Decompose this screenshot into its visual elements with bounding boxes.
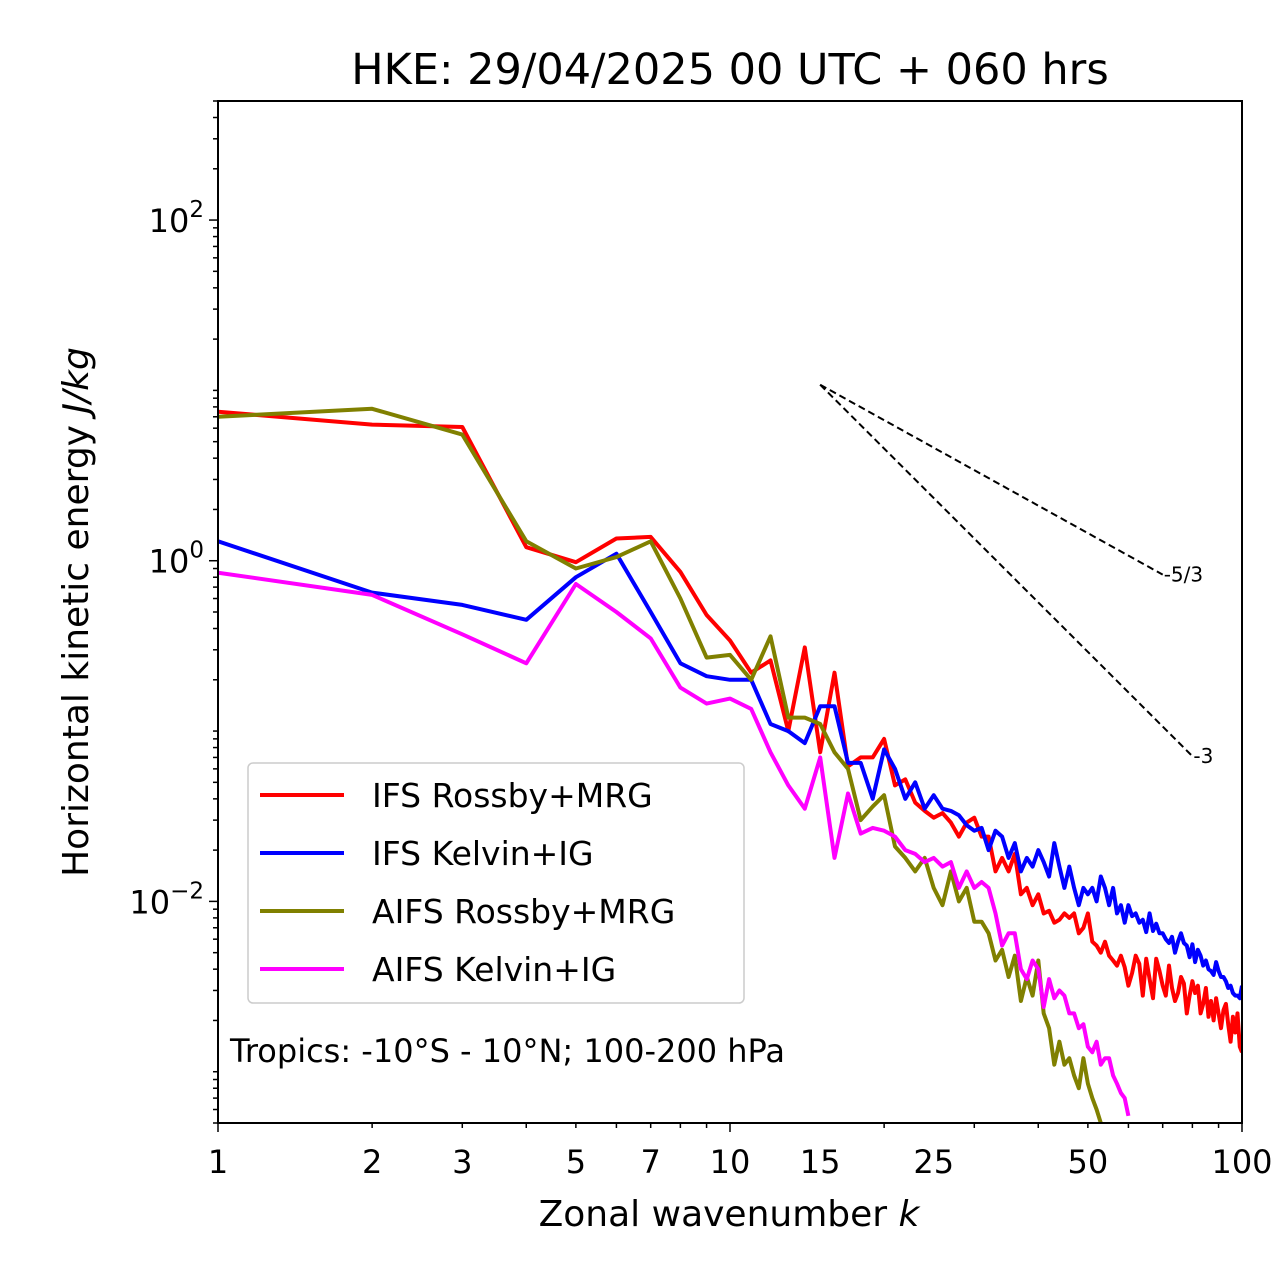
series-line-aifs-rossby-mrg: [218, 406, 1104, 1123]
y-tick-label: 100: [149, 538, 204, 581]
y-tick-label: 10−2: [129, 878, 204, 921]
x-axis: 1 2 3 5 7 10 15 25 50 100: [208, 1123, 1273, 1181]
x-tick-label: 5: [566, 1143, 586, 1181]
y-axis-label: Horizontal kinetic energy J/kg: [56, 347, 97, 877]
x-tick-label: 2: [362, 1143, 382, 1181]
legend-label: AIFS Kelvin+IG: [372, 950, 616, 989]
x-tick-label: 100: [1211, 1143, 1272, 1181]
series-line-ifs-kelvin-ig: [218, 539, 1242, 1001]
series-layer: [218, 406, 1242, 1123]
x-tick-label: 15: [800, 1143, 841, 1181]
reference-slopes: -5/3 -3: [819, 383, 1213, 768]
series-line-aifs-kelvin-ig: [218, 570, 1131, 1117]
reference-slope-line: [819, 383, 1164, 576]
reference-slope-label: -3: [1193, 744, 1213, 768]
legend-label: IFS Rossby+MRG: [372, 776, 653, 815]
x-tick-label: 3: [452, 1143, 472, 1181]
x-axis-label: Zonal wavenumber k: [539, 1194, 922, 1235]
x-tick-label: 10: [710, 1143, 751, 1181]
legend-label: AIFS Rossby+MRG: [372, 892, 675, 931]
y-axis: 102 100 10−2: [129, 100, 218, 1124]
legend-frame: [247, 762, 745, 1004]
y-tick-label: 102: [149, 197, 204, 240]
x-tick-label: 1: [208, 1143, 228, 1181]
chart-title: HKE: 29/04/2025 00 UTC + 060 hrs: [351, 45, 1108, 95]
reference-slope-label: -5/3: [1164, 563, 1203, 587]
reference-slope-line: [819, 383, 1194, 757]
x-tick-label: 25: [913, 1143, 954, 1181]
region-annotation: Tropics: -10°S - 10°N; 100-200 hPa: [229, 1032, 785, 1070]
x-tick-label: 7: [641, 1143, 661, 1181]
x-tick-label: 50: [1068, 1143, 1109, 1181]
legend-label: IFS Kelvin+IG: [372, 834, 594, 873]
legend: IFS Rossby+MRG IFS Kelvin+IG AIFS Rossby+M…: [247, 762, 745, 1004]
